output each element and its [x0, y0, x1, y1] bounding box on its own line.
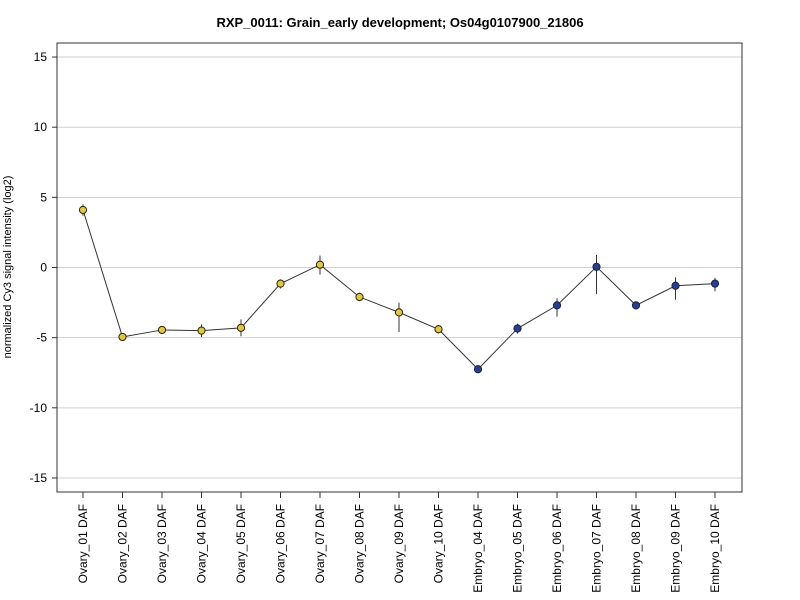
x-tick-label: Ovary_06 DAF [274, 504, 288, 583]
x-tick-label: Ovary_08 DAF [353, 504, 367, 583]
data-point [552, 301, 562, 310]
x-tick-label: Embryo_09 DAF [669, 504, 683, 593]
x-tick-label: Ovary_05 DAF [234, 504, 248, 583]
x-tick-label: Ovary_10 DAF [432, 504, 446, 583]
data-point [513, 324, 522, 333]
y-tick-label: -15 [30, 471, 48, 485]
x-tick-label: Embryo_08 DAF [629, 504, 643, 593]
data-point [355, 292, 364, 302]
data-point [473, 365, 483, 374]
x-tick-label: Ovary_01 DAF [76, 504, 90, 583]
x-tick-label: Embryo_05 DAF [511, 504, 525, 593]
x-tick-label: Ovary_09 DAF [392, 504, 406, 583]
series-line [82, 209, 716, 370]
x-tick-label: Ovary_02 DAF [116, 504, 130, 583]
data-point [671, 281, 680, 290]
data-point [157, 325, 167, 335]
y-tick-label: 15 [34, 50, 48, 64]
axis-layer: 15 10 5 0 -5 -10 -15 Ovary_01 DAF Ovary_02 DAF Ov… [30, 50, 722, 593]
data-point [197, 326, 206, 335]
data-point [276, 279, 285, 288]
data-point [394, 308, 404, 317]
chart-title: RXP_0011: Grain_early development; Os04g… [216, 15, 583, 30]
x-tick-label: Ovary_03 DAF [155, 504, 169, 583]
y-tick-label: -5 [36, 331, 47, 345]
x-tick-label: Embryo_10 DAF [708, 504, 722, 593]
y-tick-label: 5 [40, 190, 47, 204]
x-tick-label: Ovary_07 DAF [313, 504, 327, 583]
data-point [315, 260, 325, 269]
x-tick-label: Embryo_04 DAF [471, 504, 485, 593]
x-tick-label: Ovary_04 DAF [195, 504, 209, 583]
y-tick-label: 10 [34, 120, 48, 134]
x-tick-label: Embryo_06 DAF [550, 504, 564, 593]
y-axis-label: normalized Cy3 signal intensity (log2) [2, 176, 14, 359]
data-point [236, 323, 246, 332]
y-tick-label: 0 [40, 261, 47, 275]
grid-layer [57, 56, 742, 479]
data-point [710, 279, 720, 288]
data-point [592, 262, 601, 271]
y-tick-label: -10 [30, 401, 48, 415]
data-point [631, 301, 641, 310]
series-layer [78, 204, 720, 374]
data-point [434, 325, 443, 334]
data-point [78, 205, 88, 215]
data-point [118, 332, 127, 342]
x-tick-label: Embryo_07 DAF [590, 504, 604, 593]
